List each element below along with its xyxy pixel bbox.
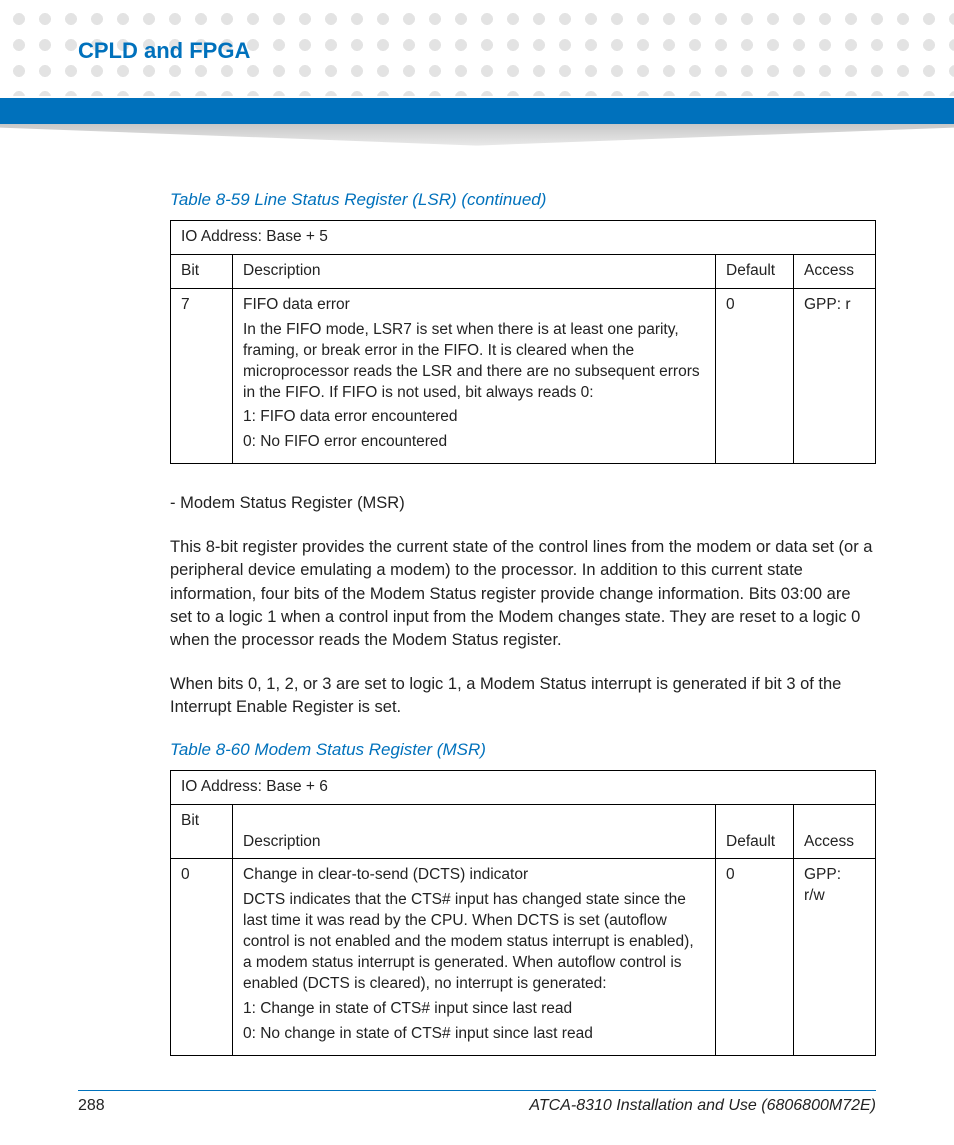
desc-body: In the FIFO mode, LSR7 is set when there… — [243, 320, 705, 404]
col-desc-label: Description — [243, 833, 321, 850]
col-access-label: Access — [804, 833, 854, 850]
col-default: Default — [716, 254, 794, 288]
col-access: Access — [794, 254, 876, 288]
table-row: 0 Change in clear-to-send (DCTS) indicat… — [171, 859, 876, 1055]
cell-description: Change in clear-to-send (DCTS) indicator… — [233, 859, 716, 1055]
desc-val0: 0: No FIFO error encountered — [243, 432, 705, 453]
chapter-title: CPLD and FPGA — [78, 38, 250, 64]
desc-title: Change in clear-to-send (DCTS) indicator — [243, 865, 705, 886]
doc-title: ATCA-8310 Installation and Use (6806800M… — [529, 1097, 876, 1115]
page-footer: 288 ATCA-8310 Installation and Use (6806… — [78, 1090, 876, 1115]
col-bit: Bit — [171, 254, 233, 288]
col-desc: Description — [233, 254, 716, 288]
cell-access: GPP: r/w — [794, 859, 876, 1055]
table-row: Bit Description Default Access — [171, 254, 876, 288]
table-row: Bit Description Default Access — [171, 804, 876, 859]
page: CPLD and FPGA Table 8-59 Line Status Reg… — [0, 0, 954, 1145]
table-row: IO Address: Base + 5 — [171, 221, 876, 255]
body-paragraph: When bits 0, 1, 2, or 3 are set to logic… — [170, 673, 876, 720]
table1-caption: Table 8-59 Line Status Register (LSR) (c… — [170, 190, 876, 210]
cell-bit: 0 — [171, 859, 233, 1055]
cell-default: 0 — [716, 288, 794, 463]
table-row: IO Address: Base + 6 — [171, 770, 876, 804]
col-bit: Bit — [171, 804, 233, 859]
desc-body: DCTS indicates that the CTS# input has c… — [243, 890, 705, 995]
cell-default: 0 — [716, 859, 794, 1055]
cell-access: GPP: r — [794, 288, 876, 463]
col-default-label: Default — [726, 833, 775, 850]
desc-val1: 1: FIFO data error encountered — [243, 407, 705, 428]
desc-val1: 1: Change in state of CTS# input since l… — [243, 999, 705, 1020]
cell-description: FIFO data error In the FIFO mode, LSR7 i… — [233, 288, 716, 463]
table-lsr: IO Address: Base + 5 Bit Description Def… — [170, 220, 876, 464]
table-msr: IO Address: Base + 6 Bit Description Def… — [170, 770, 876, 1056]
col-default: Default — [716, 804, 794, 859]
header-blue-bar — [0, 98, 954, 124]
col-access: Access — [794, 804, 876, 859]
desc-title: FIFO data error — [243, 295, 705, 316]
col-bit-label: Bit — [181, 812, 199, 829]
content-area: Table 8-59 Line Status Register (LSR) (c… — [0, 0, 954, 1056]
table-row: 7 FIFO data error In the FIFO mode, LSR7… — [171, 288, 876, 463]
table2-caption: Table 8-60 Modem Status Register (MSR) — [170, 740, 876, 760]
body-paragraph: This 8-bit register provides the current… — [170, 536, 876, 653]
io-address: IO Address: Base + 5 — [171, 221, 876, 255]
io-address: IO Address: Base + 6 — [171, 770, 876, 804]
col-desc: Description — [233, 804, 716, 859]
page-number: 288 — [78, 1097, 105, 1115]
desc-val0: 0: No change in state of CTS# input sinc… — [243, 1024, 705, 1045]
cell-bit: 7 — [171, 288, 233, 463]
msr-heading: - Modem Status Register (MSR) — [170, 492, 876, 515]
